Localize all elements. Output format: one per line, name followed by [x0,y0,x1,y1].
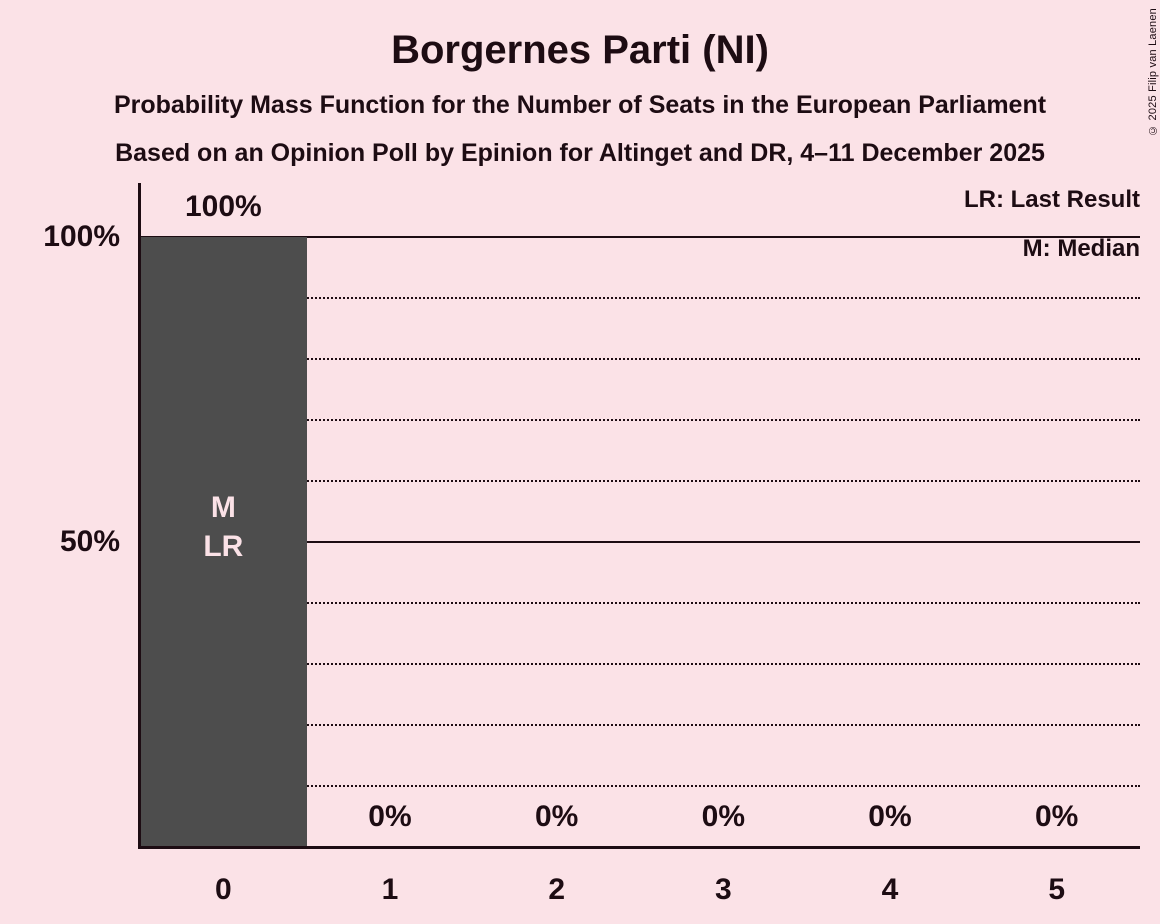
x-axis-line [138,846,1140,849]
gridline-dotted-80 [140,358,1140,360]
copyright-notice: © 2025 Filip van Laenen [1147,8,1159,136]
y-axis-line [138,183,141,849]
bar-value-label-0: 100% [184,190,262,223]
bar-value-label-3: 0% [701,800,745,833]
y-axis-tick-label-100: 100% [43,220,120,253]
bar-value-label-2: 0% [534,800,579,833]
bar-value-label-1: 0% [368,800,412,833]
chart-subtitle-line1: Probability Mass Function for the Number… [113,91,1047,119]
x-axis-tick-label-1: 1 [381,873,399,906]
x-axis-tick-label-3: 3 [714,873,732,906]
gridline-dotted-30 [140,663,1140,665]
gridline-solid-100 [140,236,1140,238]
bar-seats-0 [140,237,307,847]
last-result-marker: LR [203,530,244,563]
gridline-dotted-60 [140,480,1140,482]
x-axis-tick-label-4: 4 [881,873,899,906]
bar-value-label-4: 0% [868,800,912,833]
gridline-dotted-70 [140,419,1140,421]
y-axis-tick-label-50: 50% [59,525,120,558]
chart-subtitle-line2: Based on an Opinion Poll by Epinion for … [115,139,1045,167]
x-axis-tick-label-5: 5 [1048,873,1065,906]
gridline-dotted-40 [140,602,1140,604]
chart-title: Borgernes Parti (NI) [391,28,769,72]
legend-median: M: Median [1022,235,1140,262]
bar-annotations-0: M LR [140,488,307,566]
x-axis-tick-label-2: 2 [548,873,565,906]
gridline-solid-50 [140,541,1140,543]
gridline-dotted-90 [140,297,1140,299]
gridline-dotted-20 [140,724,1140,726]
median-marker: M [210,491,236,524]
legend-last-result: LR: Last Result [963,186,1140,213]
x-axis-tick-label-0: 0 [214,873,232,906]
bar-value-label-5: 0% [1034,800,1079,833]
gridline-dotted-10 [140,785,1140,787]
